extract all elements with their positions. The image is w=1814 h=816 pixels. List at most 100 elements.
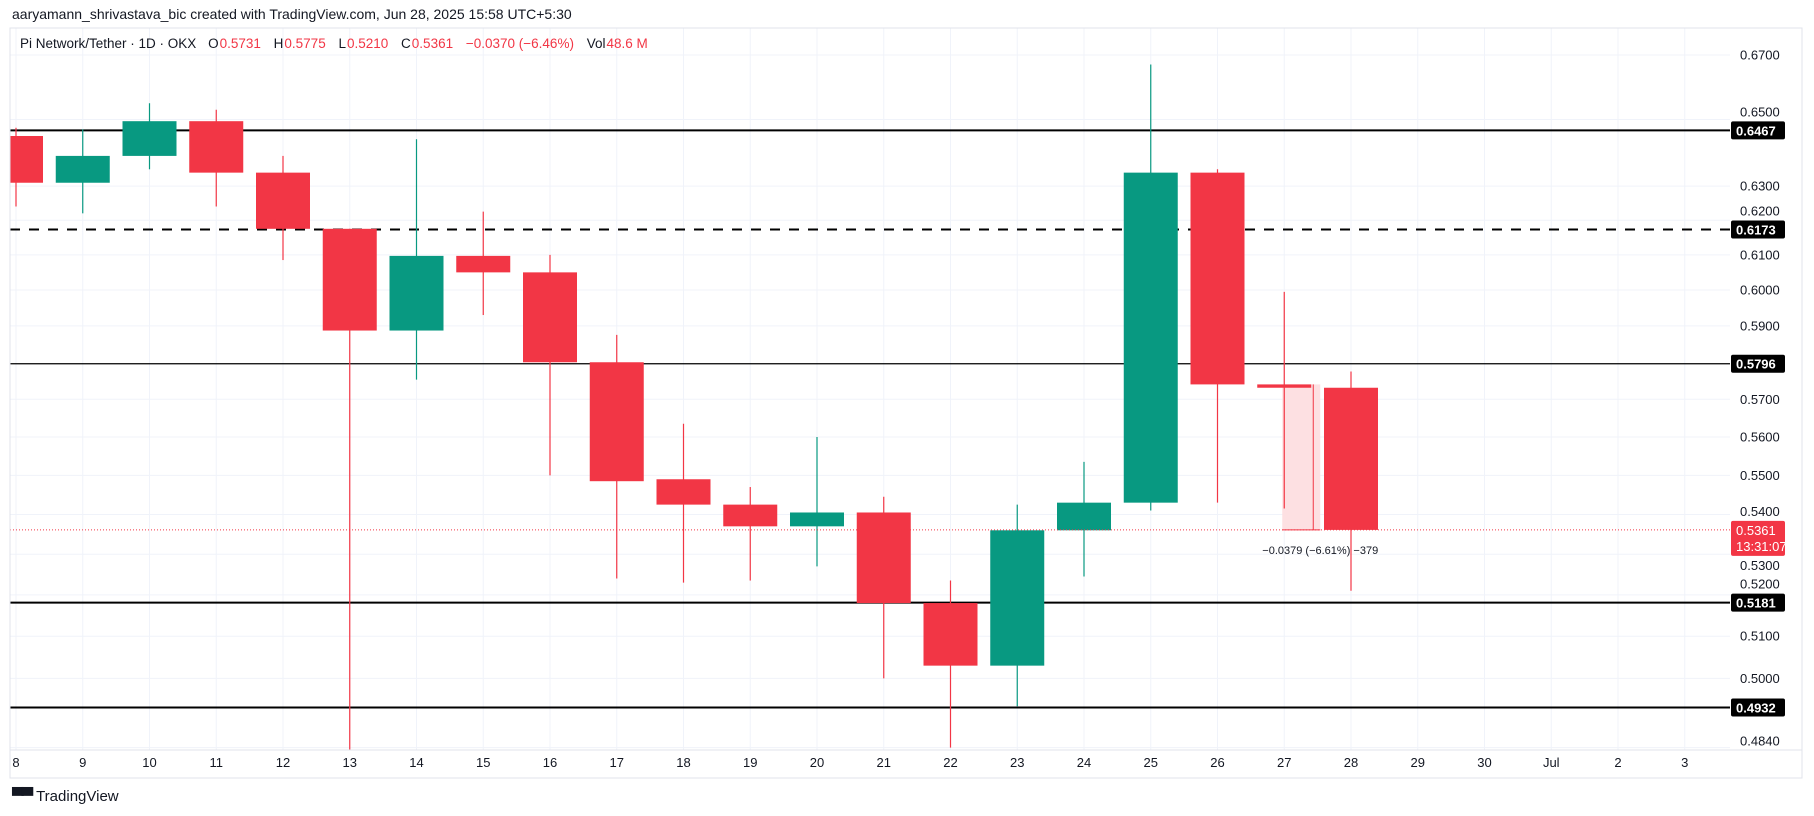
candle-body-down	[322, 228, 377, 331]
price-tick-label: 0.5500	[1740, 468, 1780, 483]
price-tick-label: 0.5700	[1740, 392, 1780, 407]
time-tick-label: 20	[810, 755, 824, 770]
candle-body-down	[456, 255, 511, 273]
price-tick-label: 0.4840	[1740, 734, 1780, 749]
price-badges: 0.6467 0.6173 0.5796 0.5181 0.4932 0.536113:3…	[1731, 121, 1787, 717]
open-value: 0.5731	[219, 36, 261, 51]
close-value: 0.5361	[411, 36, 454, 51]
volume-value: 48.6 M	[606, 36, 648, 51]
price-tick-label: 0.6500	[1740, 104, 1780, 119]
time-tick-label: 16	[543, 755, 557, 770]
time-tick-label: 17	[610, 755, 624, 770]
candle-body-up	[790, 512, 844, 527]
time-tick-label: 29	[1411, 755, 1425, 770]
price-tick-label: 0.5100	[1740, 629, 1780, 644]
close-label: C	[401, 36, 411, 51]
candle-body-down	[856, 512, 911, 604]
time-tick-label: Jul	[1543, 755, 1560, 770]
price-tick-label: 0.6000	[1740, 283, 1780, 298]
level-price-label: 0.4932	[1736, 701, 1776, 716]
measure-range-box	[1282, 384, 1321, 530]
level-price-badge	[1731, 593, 1785, 612]
time-tick-label: 22	[943, 755, 957, 770]
price-tick-label: 0.6200	[1740, 203, 1780, 218]
time-tick-label: 12	[276, 755, 290, 770]
candle-body-down	[923, 603, 978, 666]
candle-body-up	[122, 121, 177, 156]
price-tick-label: 0.5400	[1740, 504, 1780, 519]
time-tick-label: 21	[877, 755, 891, 770]
level-price-label: 0.5796	[1736, 357, 1776, 372]
price-tick-label: 0.6300	[1740, 179, 1780, 194]
change-value: −0.0370 (−6.46%)	[465, 36, 574, 51]
time-tick-label: 18	[676, 755, 690, 770]
time-tick-label: 13	[343, 755, 357, 770]
candle-body-down	[1324, 387, 1378, 530]
price-tick-label: 0.5600	[1740, 429, 1780, 444]
time-tick-label: 24	[1077, 755, 1091, 770]
candle-body-up	[389, 255, 444, 331]
price-tick-label: 0.6100	[1740, 247, 1780, 262]
candle-body-down	[10, 135, 43, 183]
candle-body-down	[256, 172, 310, 229]
time-tick-label: 23	[1010, 755, 1024, 770]
bar-countdown-label: 13:31:07	[1736, 539, 1787, 554]
candle-body-down	[656, 479, 711, 505]
price-tick-label: 0.5900	[1740, 318, 1780, 333]
time-tick-label: 2	[1614, 755, 1621, 770]
candle-body-down	[523, 272, 577, 363]
low-label: L	[338, 36, 346, 51]
candle-body-down	[1257, 384, 1312, 388]
price-tick-label: 0.5000	[1740, 671, 1780, 686]
price-tick-label: 0.5300	[1740, 558, 1780, 573]
time-tick-label: 26	[1210, 755, 1224, 770]
time-tick-label: 8	[12, 755, 19, 770]
time-tick-label: 19	[743, 755, 757, 770]
low-value: 0.5210	[346, 36, 389, 51]
time-tick-label: 3	[1681, 755, 1688, 770]
price-tick-label: 0.6700	[1740, 48, 1780, 63]
candle-body-down	[189, 121, 244, 173]
candle-body-up	[1123, 172, 1178, 503]
chart-credit: aaryamann_shrivastava_bic created with T…	[12, 6, 572, 22]
time-tick-label: 15	[476, 755, 490, 770]
high-value: 0.5775	[284, 36, 326, 51]
candle-body-down	[1190, 172, 1245, 385]
time-tick-label: 27	[1277, 755, 1291, 770]
time-tick-label: 28	[1344, 755, 1358, 770]
level-price-badge	[1731, 698, 1785, 717]
plot-area: −0.0379 (−6.61%) −379	[10, 64, 1730, 750]
high-label: H	[273, 36, 284, 51]
last-price-label: 0.5361	[1736, 523, 1776, 538]
volume-label: Vol	[586, 36, 606, 51]
tradingview-logo[interactable]: ▀▀ TradingView	[12, 787, 119, 805]
candle-body-down	[723, 504, 778, 527]
grid	[10, 28, 1730, 750]
candle-body-up	[990, 530, 1045, 666]
time-tick-label: 10	[142, 755, 156, 770]
measure-label: −0.0379 (−6.61%) −379	[1262, 545, 1378, 557]
time-tick-label: 30	[1477, 755, 1491, 770]
symbol-name[interactable]: Pi Network/Tether · 1D · OKX	[20, 36, 197, 51]
candle-body-down	[589, 362, 644, 482]
time-tick-label: 14	[409, 755, 423, 770]
time-tick-label: 25	[1144, 755, 1158, 770]
level-price-label: 0.6467	[1736, 123, 1776, 138]
price-tick-label: 0.5200	[1740, 577, 1780, 592]
tradingview-logo-icon: ▀▀	[12, 787, 33, 805]
chart-border	[9, 27, 1803, 779]
tradingview-logo-text: TradingView	[36, 787, 119, 805]
level-price-badge	[1731, 354, 1785, 373]
time-tick-label: 9	[79, 755, 86, 770]
level-price-label: 0.6173	[1736, 222, 1776, 237]
level-price-badge	[1731, 121, 1785, 140]
level-price-label: 0.5181	[1736, 596, 1776, 611]
time-axis[interactable]: 8 9 10 11 12 13 14 15 16 17 18 19 20 21 22 23 24 25 26 27 28…	[12, 755, 1688, 770]
last-price-badge	[1731, 520, 1785, 556]
time-tick-label: 11	[210, 755, 224, 770]
level-price-badge	[1731, 220, 1785, 239]
symbol-legend: Pi Network/Tether · 1D · OKX O0.5731 H0.…	[20, 36, 657, 51]
candle-body-up	[1057, 502, 1111, 531]
price-axis[interactable]: 0.6700 0.6500 0.6300 0.6200 0.6100 0.6000 0.59…	[1740, 48, 1780, 749]
